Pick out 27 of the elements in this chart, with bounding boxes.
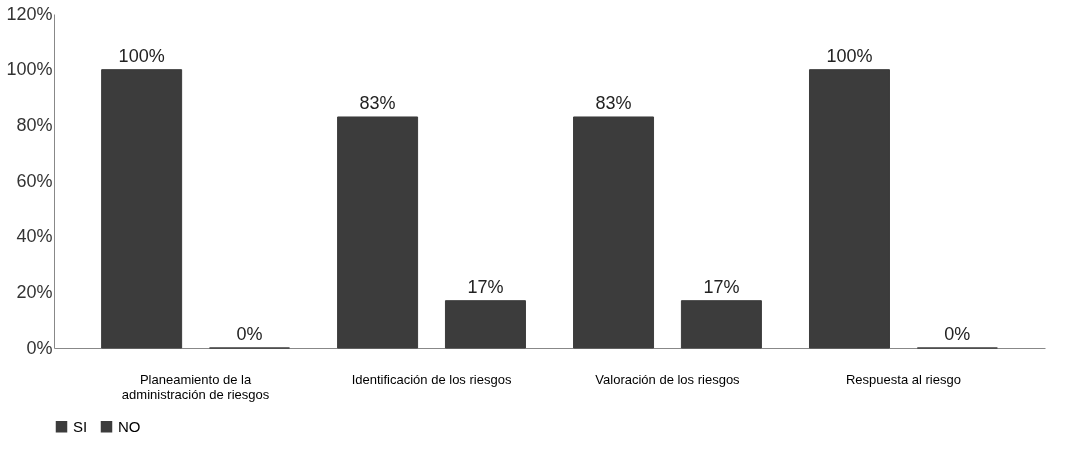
bar — [337, 116, 419, 349]
x-tick-label: Planeamiento de la administración de riesgos — [121, 371, 270, 402]
y-tick-label: 80% — [16, 114, 53, 135]
legend-label: NO — [118, 417, 141, 435]
bar — [680, 300, 762, 349]
data-label: 0% — [236, 324, 263, 344]
y-tick-label: 100% — [6, 59, 53, 80]
y-tick-label: 0% — [26, 337, 53, 358]
data-label: 17% — [467, 276, 504, 297]
bar — [809, 69, 890, 349]
x-tick-label: Valoración de los riesgos — [595, 371, 741, 387]
data-label: 100% — [826, 45, 873, 66]
bar — [101, 69, 183, 349]
y-tick-label: 20% — [16, 281, 53, 302]
x-tick-label: Respuesta al riesgo — [845, 371, 961, 387]
legend-label: SI — [73, 417, 88, 435]
y-tick-label: 40% — [16, 226, 53, 247]
data-label: 83% — [359, 92, 396, 113]
data-label: 100% — [118, 45, 165, 66]
x-tick-label: Identificación de los riesgos — [351, 371, 512, 387]
y-tick-label: 120% — [6, 3, 53, 24]
bar — [573, 116, 655, 349]
data-label: 17% — [703, 276, 740, 297]
data-label: 0% — [944, 324, 971, 344]
data-label: 83% — [595, 92, 632, 113]
bar — [444, 300, 526, 349]
y-tick-label: 60% — [16, 170, 53, 191]
